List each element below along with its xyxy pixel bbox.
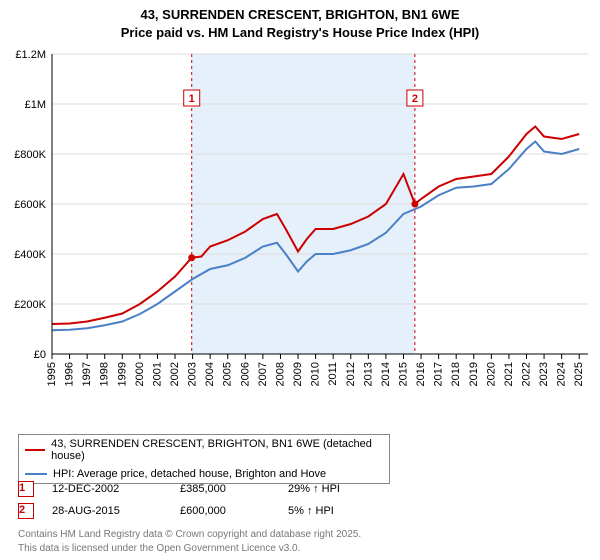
- svg-text:2020: 2020: [485, 362, 497, 386]
- svg-text:1996: 1996: [64, 362, 76, 386]
- svg-text:2018: 2018: [450, 362, 462, 386]
- svg-text:2016: 2016: [415, 362, 427, 386]
- svg-text:2019: 2019: [468, 362, 480, 386]
- svg-text:2017: 2017: [433, 362, 445, 386]
- legend-swatch-2: [25, 473, 47, 475]
- svg-text:£0: £0: [34, 349, 46, 361]
- svg-text:2025: 2025: [573, 362, 585, 386]
- title-line1: 43, SURRENDEN CRESCENT, BRIGHTON, BN1 6W…: [140, 7, 459, 22]
- attribution-line2: This data is licensed under the Open Gov…: [18, 543, 300, 554]
- svg-text:2003: 2003: [187, 362, 199, 386]
- sales-row: 1 12-DEC-2002 £385,000 29% ↑ HPI: [18, 478, 340, 500]
- svg-text:£400K: £400K: [14, 249, 46, 261]
- sale-date-1: 12-DEC-2002: [52, 483, 162, 495]
- svg-text:£800K: £800K: [14, 149, 46, 161]
- svg-text:2022: 2022: [520, 362, 532, 386]
- sale-delta-1: 29% ↑ HPI: [288, 483, 340, 495]
- svg-text:2010: 2010: [310, 362, 322, 386]
- attribution-line1: Contains HM Land Registry data © Crown c…: [18, 529, 361, 540]
- svg-text:£1.2M: £1.2M: [15, 49, 46, 61]
- sales-row: 2 28-AUG-2015 £600,000 5% ↑ HPI: [18, 500, 340, 522]
- svg-text:2008: 2008: [274, 362, 286, 386]
- svg-text:2015: 2015: [397, 362, 409, 386]
- svg-text:2: 2: [412, 93, 418, 105]
- title-line2: Price paid vs. HM Land Registry's House …: [121, 25, 480, 40]
- legend: 43, SURRENDEN CRESCENT, BRIGHTON, BN1 6W…: [18, 434, 390, 484]
- attribution: Contains HM Land Registry data © Crown c…: [18, 528, 361, 555]
- svg-text:2000: 2000: [134, 362, 146, 386]
- svg-text:1999: 1999: [116, 362, 128, 386]
- svg-text:2023: 2023: [538, 362, 550, 386]
- sales-table: 1 12-DEC-2002 £385,000 29% ↑ HPI 2 28-AU…: [18, 478, 340, 522]
- sale-price-1: £385,000: [180, 483, 270, 495]
- svg-text:2007: 2007: [257, 362, 269, 386]
- chart-title: 43, SURRENDEN CRESCENT, BRIGHTON, BN1 6W…: [0, 0, 600, 41]
- svg-text:£600K: £600K: [14, 199, 46, 211]
- sale-price-2: £600,000: [180, 505, 270, 517]
- svg-text:1: 1: [189, 93, 195, 105]
- sale-marker-2: 2: [18, 503, 34, 519]
- svg-text:2011: 2011: [327, 362, 339, 386]
- legend-label-1: 43, SURRENDEN CRESCENT, BRIGHTON, BN1 6W…: [51, 438, 379, 462]
- chart-area: £0 £200K £400K £600K £800K £1M £1.2M 1 2 1995 1996…: [0, 44, 600, 390]
- svg-text:2004: 2004: [204, 362, 216, 386]
- svg-text:2014: 2014: [380, 362, 392, 386]
- legend-swatch-1: [25, 449, 45, 451]
- plot-svg: £0 £200K £400K £600K £800K £1M £1.2M 1 2 1995 1996…: [0, 44, 600, 390]
- svg-text:2005: 2005: [222, 362, 234, 386]
- svg-text:2001: 2001: [151, 362, 163, 386]
- legend-row: 43, SURRENDEN CRESCENT, BRIGHTON, BN1 6W…: [19, 435, 389, 465]
- svg-text:2002: 2002: [169, 362, 181, 386]
- svg-text:2012: 2012: [345, 362, 357, 386]
- sale-delta-2: 5% ↑ HPI: [288, 505, 334, 517]
- svg-text:2006: 2006: [239, 362, 251, 386]
- sale-date-2: 28-AUG-2015: [52, 505, 162, 517]
- sale-marker-1: 1: [18, 481, 34, 497]
- svg-text:2009: 2009: [292, 362, 304, 386]
- svg-text:1997: 1997: [81, 362, 93, 386]
- svg-text:£200K: £200K: [14, 299, 46, 311]
- svg-text:2021: 2021: [503, 362, 515, 386]
- svg-text:1995: 1995: [46, 362, 58, 386]
- svg-text:2013: 2013: [362, 362, 374, 386]
- svg-text:2024: 2024: [556, 362, 568, 386]
- chart-container: 43, SURRENDEN CRESCENT, BRIGHTON, BN1 6W…: [0, 0, 600, 560]
- svg-text:£1M: £1M: [25, 99, 46, 111]
- svg-text:1998: 1998: [99, 362, 111, 386]
